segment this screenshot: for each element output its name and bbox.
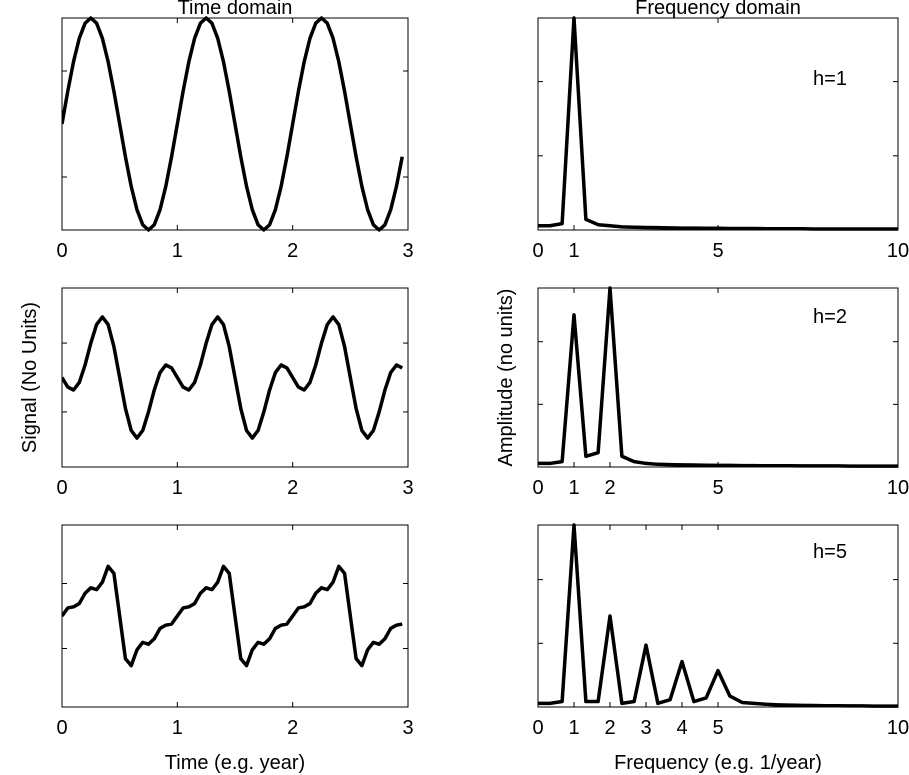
- x-tick-label: 3: [640, 717, 651, 739]
- signal-line: [538, 286, 898, 468]
- signal-line: [62, 16, 404, 232]
- x-tick-label: 3: [402, 477, 413, 499]
- plot-frame: [61, 287, 409, 468]
- x-tick-label: 0: [532, 240, 543, 262]
- x-tick-label: 1: [568, 240, 579, 262]
- plot-frame: [61, 524, 409, 708]
- x-axis-label: Frequency (e.g. 1/year): [614, 752, 822, 774]
- x-tick-label: 0: [56, 717, 67, 739]
- x-tick-label: 10: [887, 477, 909, 499]
- x-tick-label: 2: [287, 477, 298, 499]
- x-tick-label: 3: [402, 240, 413, 262]
- x-tick-label: 0: [56, 240, 67, 262]
- x-tick-label: 10: [887, 717, 909, 739]
- y-axis-label: Amplitude (no units): [495, 289, 517, 467]
- x-tick-label: 2: [604, 717, 615, 739]
- signal-line: [62, 564, 403, 668]
- x-tick-label: 10: [887, 240, 909, 262]
- annotation: h=5: [813, 541, 847, 563]
- signal-line: [538, 523, 898, 708]
- x-tick-label: 0: [532, 717, 543, 739]
- signal-line: [538, 16, 898, 231]
- x-tick-label: 2: [604, 477, 615, 499]
- signal-line: [62, 315, 404, 440]
- x-tick-label: 0: [532, 477, 543, 499]
- x-tick-label: 5: [712, 477, 723, 499]
- x-axis-label: Time (e.g. year): [165, 752, 305, 774]
- plot-frame: [537, 287, 899, 468]
- panel-title: Frequency domain: [635, 0, 801, 19]
- x-tick-label: 4: [676, 717, 687, 739]
- x-tick-label: 1: [568, 477, 579, 499]
- x-tick-label: 3: [402, 717, 413, 739]
- x-tick-label: 5: [712, 240, 723, 262]
- x-tick-label: 1: [172, 717, 183, 739]
- annotation: h=2: [813, 306, 847, 328]
- x-tick-label: 0: [56, 477, 67, 499]
- plot-frame: [537, 17, 899, 231]
- x-tick-label: 2: [287, 717, 298, 739]
- x-tick-label: 1: [172, 240, 183, 262]
- plot-frame: [537, 524, 899, 708]
- y-axis-label: Signal (No Units): [19, 302, 41, 453]
- x-tick-label: 1: [172, 477, 183, 499]
- x-tick-label: 5: [712, 717, 723, 739]
- plot-frame: [61, 17, 409, 231]
- x-tick-label: 2: [287, 240, 298, 262]
- annotation: h=1: [813, 68, 847, 90]
- x-tick-label: 1: [568, 717, 579, 739]
- panel-title: Time domain: [178, 0, 293, 19]
